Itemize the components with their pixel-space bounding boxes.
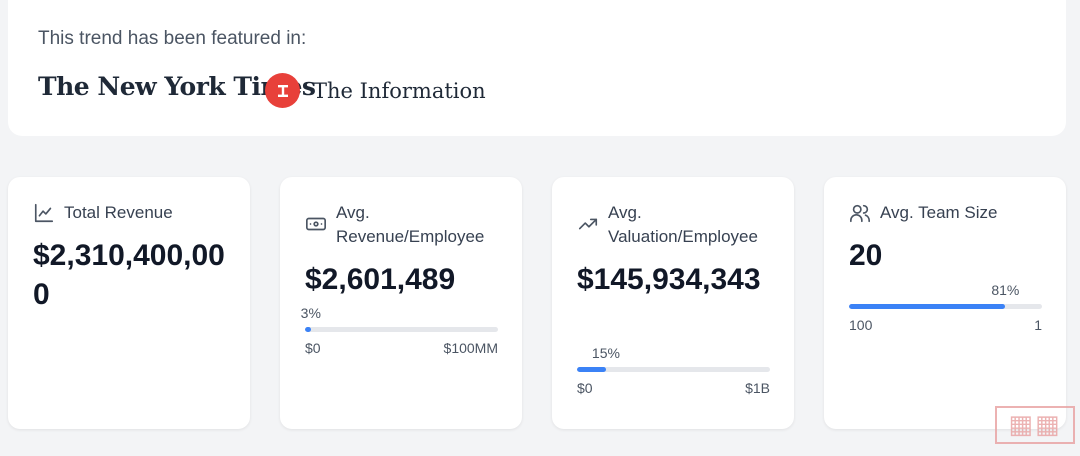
avg-team-size-card: Avg. Team Size 20 81% 100 1 <box>824 177 1066 429</box>
progress-max: $100MM <box>443 340 498 356</box>
card-value: $2,601,489 <box>305 263 456 296</box>
card-label: Avg. Revenue/Employee <box>336 203 485 246</box>
avg-revenue-per-employee-card: Avg. Revenue/Employee $2,601,489 3% $0 $… <box>280 177 522 429</box>
card-label: Total Revenue <box>64 203 173 222</box>
progress-fill <box>577 367 606 372</box>
the-information-mark-icon <box>265 73 300 108</box>
progress-percent: 81% <box>991 282 1020 298</box>
featured-in-panel: This trend has been featured in: The New… <box>8 0 1066 136</box>
money-icon <box>306 217 326 231</box>
watermark-stamp: ▦▦ <box>995 406 1075 444</box>
featured-title: This trend has been featured in: <box>38 28 307 49</box>
progress-fill <box>849 304 1006 309</box>
card-value: $145,934,343 <box>577 263 761 296</box>
progress-bar: 15% $0 $1B <box>577 345 770 396</box>
avg-valuation-per-employee-card: Avg. Valuation/Employee $145,934,343 15%… <box>552 177 794 429</box>
progress-min: 100 <box>849 317 873 333</box>
progress-min: $0 <box>577 380 593 396</box>
card-label: Avg. Team Size <box>880 203 998 222</box>
progress-max: $1B <box>745 380 770 396</box>
total-revenue-card: Total Revenue $2,310,400,000 <box>8 177 250 429</box>
progress-bar: 3% $0 $100MM <box>301 305 498 356</box>
progress-fill <box>305 327 311 332</box>
progress-percent: 3% <box>300 305 321 321</box>
progress-max: 1 <box>1034 317 1042 333</box>
progress-min: $0 <box>305 340 321 356</box>
card-label: Avg. Valuation/Employee <box>608 203 758 246</box>
the-information-logo: The Information <box>265 73 486 108</box>
trending-up-icon <box>578 218 598 230</box>
line-chart-icon <box>34 203 54 223</box>
card-value: 20 <box>849 239 883 272</box>
progress-bar: 81% 100 1 <box>849 282 1042 333</box>
users-icon <box>850 204 870 223</box>
the-information-name: The Information <box>313 78 486 103</box>
progress-percent: 15% <box>591 345 620 361</box>
card-value: $2,310,400,000 <box>33 239 225 311</box>
